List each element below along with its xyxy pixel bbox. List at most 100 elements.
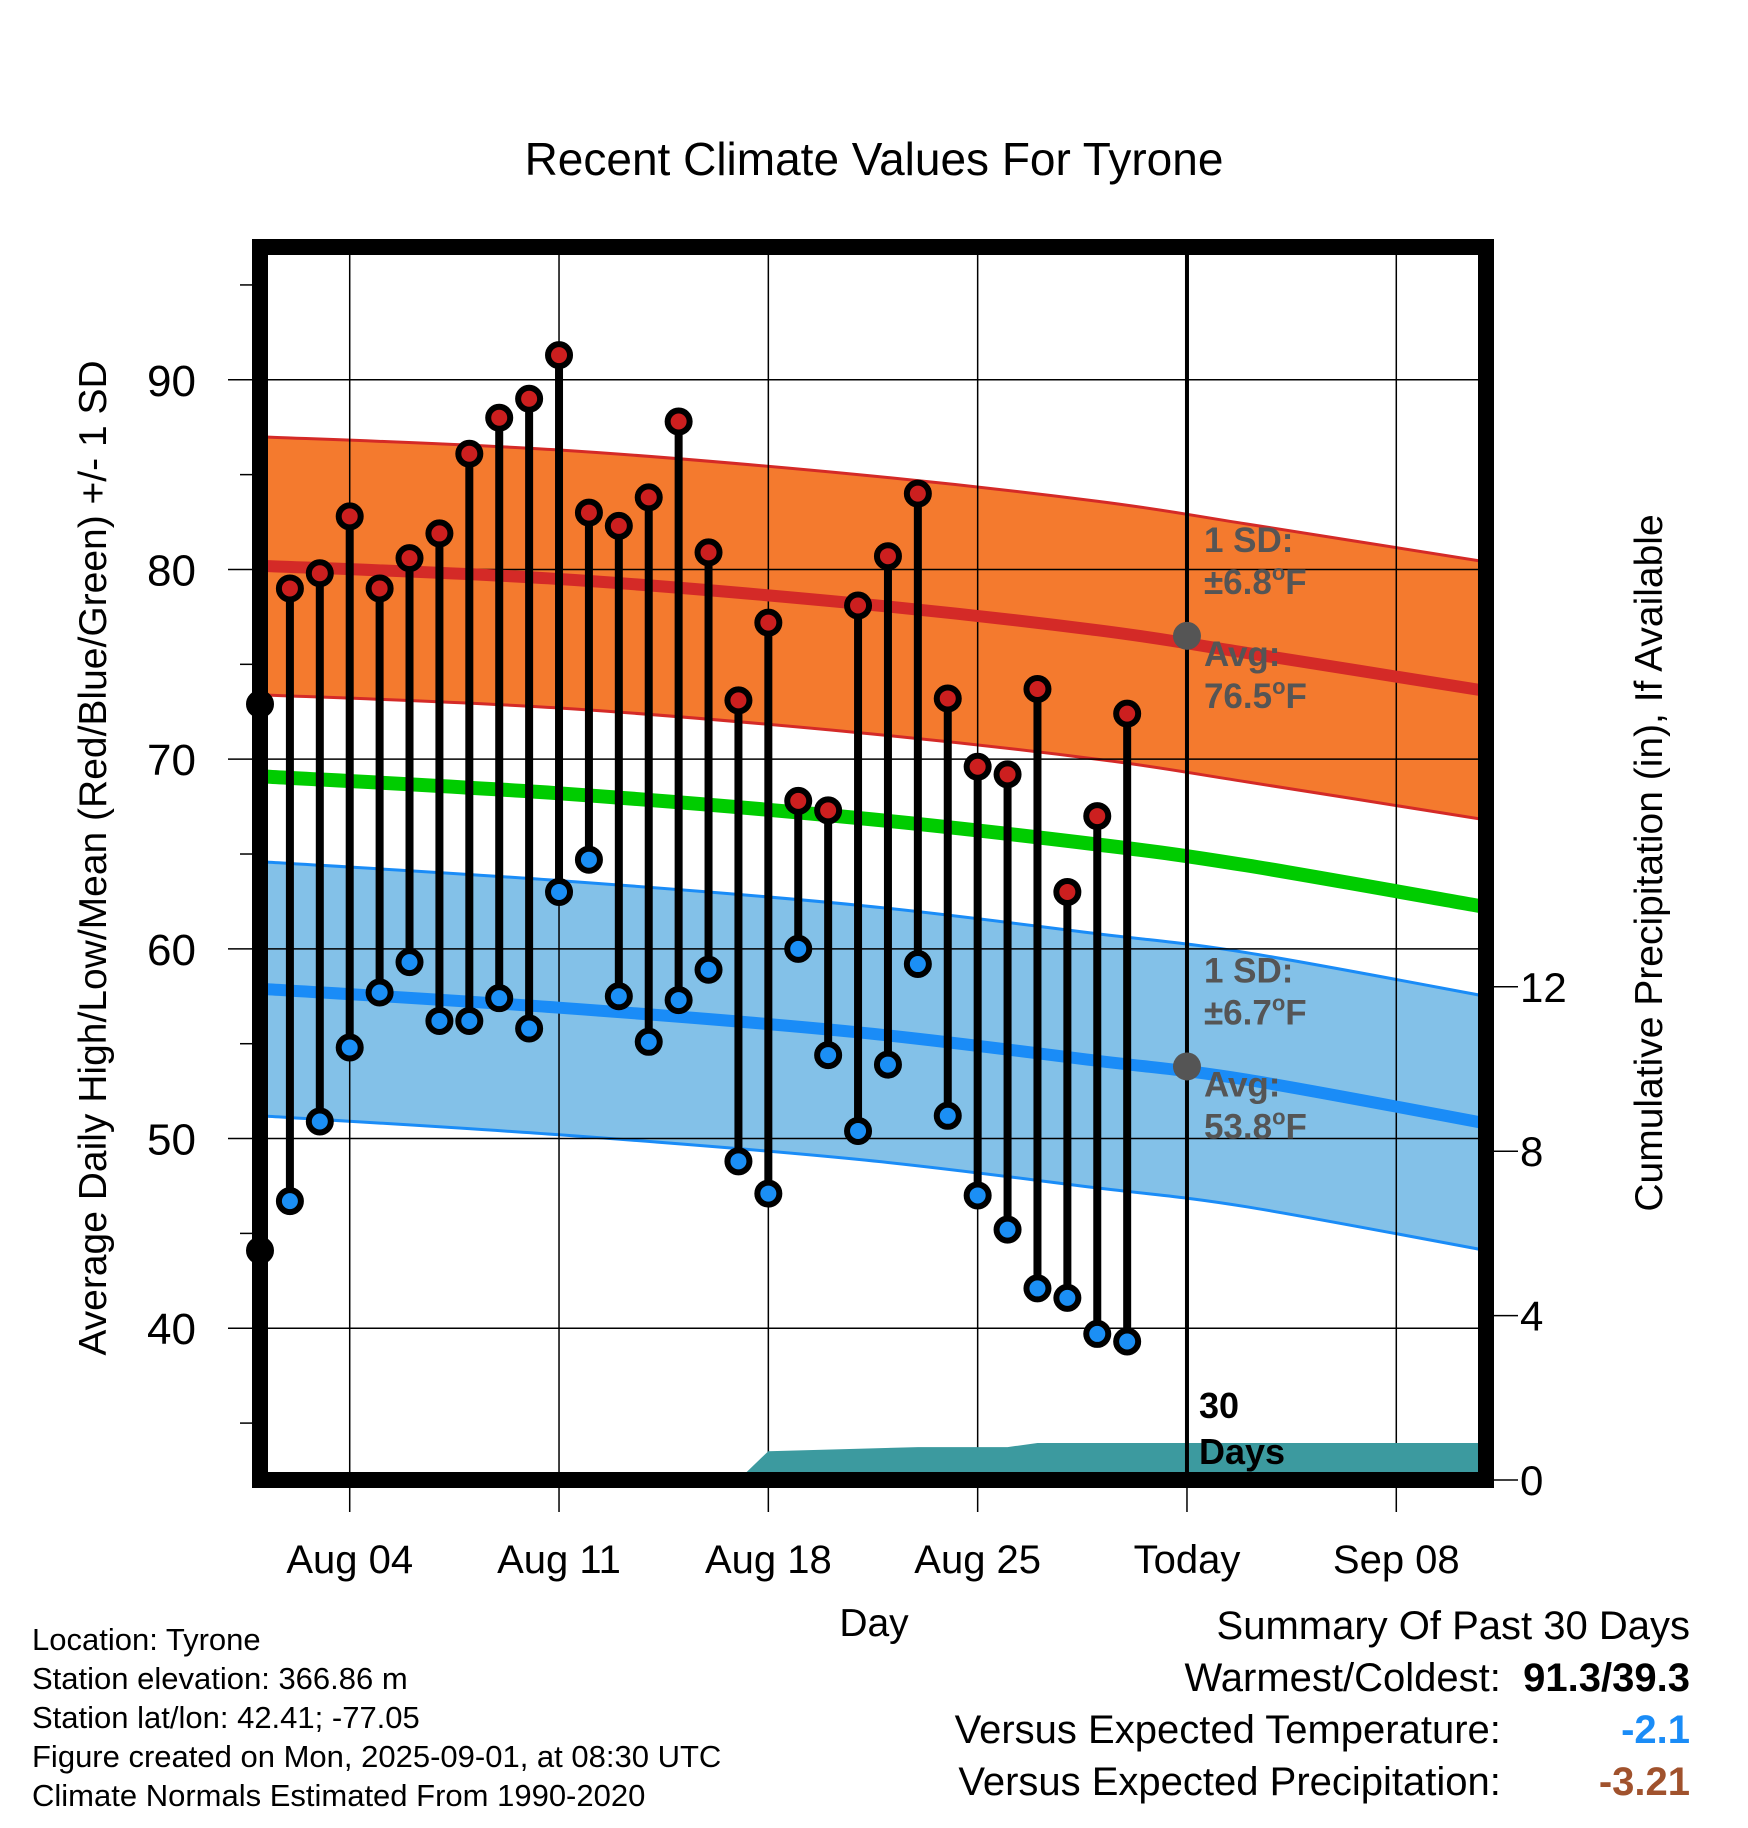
plot-inner xyxy=(260,247,1486,1480)
y2-axis-label: Cumulative Precipitation (in), If Availa… xyxy=(1628,514,1671,1211)
created-text: Figure created on Mon, 2025-09-01, at 08… xyxy=(32,1739,722,1774)
daily-low-point-11 xyxy=(545,877,574,906)
y-tick-label-60: 60 xyxy=(147,926,196,975)
daily-high-point-22 xyxy=(873,542,902,571)
elevation-text: Station elevation: 366.86 m xyxy=(32,1661,408,1696)
daily-high-point-6 xyxy=(395,544,424,573)
y-tick-label-80: 80 xyxy=(147,546,196,595)
temp-label: Versus Expected Temperature: xyxy=(954,1708,1501,1752)
daily-low-point-15 xyxy=(664,986,693,1015)
low-annotation-avg-label: Avg: xyxy=(1204,1065,1280,1104)
daily-high-point-24 xyxy=(933,684,962,713)
warm-cold-label: Warmest/Coldest: xyxy=(1184,1656,1501,1700)
daily-low-point-26 xyxy=(993,1215,1022,1244)
daily-low-point-18 xyxy=(754,1179,783,1208)
daily-high-point-11 xyxy=(545,341,574,370)
daily-high-point-28 xyxy=(1053,877,1082,906)
daily-low-point-2 xyxy=(275,1187,304,1216)
high-annotation-sd-label: 1 SD: xyxy=(1204,521,1293,560)
daily-high-point-17 xyxy=(724,686,753,715)
daily-low-point-7 xyxy=(425,1006,454,1035)
station-info: Location: Tyrone Station elevation: 366.… xyxy=(32,1620,721,1815)
daily-high-point-13 xyxy=(604,511,633,540)
summary-title: Summary Of Past 30 Days xyxy=(1216,1604,1690,1648)
daily-high-point-2 xyxy=(275,574,304,603)
daily-high-point-12 xyxy=(574,498,603,527)
daily-low-point-22 xyxy=(873,1050,902,1079)
normals-text: Climate Normals Estimated From 1990-2020 xyxy=(32,1778,646,1813)
normal-high-band-lower xyxy=(260,693,1486,822)
high-annotation-avg-dot xyxy=(1172,621,1201,650)
high-annotation-avg-value: 76.5oF xyxy=(1204,674,1307,716)
daily-high-point-25 xyxy=(963,752,992,781)
daily-low-point-5 xyxy=(365,978,394,1007)
normal-high-band-upper xyxy=(260,435,1486,564)
normal-high-band xyxy=(260,436,1486,820)
daily-low-point-3 xyxy=(305,1107,334,1136)
daily-high-point-3 xyxy=(305,559,334,588)
daily-high-point-15 xyxy=(664,407,693,436)
y2-tick-label-0: 0 xyxy=(1520,1457,1543,1504)
warm-cold-value: 91.3/39.3 xyxy=(1523,1656,1690,1700)
y-tick-label-50: 50 xyxy=(147,1116,196,1165)
daily-low-point-30 xyxy=(1113,1327,1142,1356)
daily-low-point-4 xyxy=(335,1033,364,1062)
x-tick-label-Sep-08: Sep 08 xyxy=(1333,1538,1460,1582)
daily-high-point-4 xyxy=(335,502,364,531)
plot-frame xyxy=(252,239,1494,1488)
x-tick-label-Aug-11: Aug 11 xyxy=(497,1538,621,1582)
daily-high-point-29 xyxy=(1083,802,1112,831)
x-axis-label: Day xyxy=(839,1602,909,1645)
x-tick-label-Today: Today xyxy=(1134,1538,1241,1582)
daily-high-point-23 xyxy=(903,479,932,508)
normal-mean-line xyxy=(260,769,1486,914)
high-annotation-avg-label: Avg: xyxy=(1204,635,1280,674)
summary-precip: Versus Expected Precipitation: -3.21 xyxy=(955,1756,1690,1808)
x-tick-label-Aug-25: Aug 25 xyxy=(914,1538,1041,1582)
latlon-text: Station lat/lon: 42.41; -77.05 xyxy=(32,1700,420,1735)
daily-low-point-28 xyxy=(1053,1283,1082,1312)
daily-low-point-8 xyxy=(455,1006,484,1035)
daily-low-point-6 xyxy=(395,948,424,977)
precip-value: -3.21 xyxy=(1598,1760,1690,1804)
y-tick-label-40: 40 xyxy=(147,1305,196,1354)
daily-low-point-17 xyxy=(724,1147,753,1176)
daily-low-point-13 xyxy=(604,982,633,1011)
daily-low-point-29 xyxy=(1083,1319,1112,1348)
chart-title: Recent Climate Values For Tyrone xyxy=(525,133,1224,185)
y-axis-label: Average Daily High/Low/Mean (Red/Blue/Gr… xyxy=(72,360,115,1355)
daily-high-point-26 xyxy=(993,760,1022,789)
normal-high-line xyxy=(260,559,1486,697)
y2-tick-label-8: 8 xyxy=(1520,1128,1543,1175)
precip-label: Versus Expected Precipitation: xyxy=(958,1760,1501,1804)
y2-tick-label-4: 4 xyxy=(1520,1293,1543,1340)
temp-value: -2.1 xyxy=(1621,1708,1690,1752)
precip-area xyxy=(738,1443,1486,1480)
normal-low-band-upper xyxy=(260,860,1486,998)
daily-low-point-14 xyxy=(634,1027,663,1056)
low-annotation-sd-value: ±6.7oF xyxy=(1204,990,1307,1032)
daily-low-point-19 xyxy=(784,934,813,963)
summary-temp: Versus Expected Temperature: -2.1 xyxy=(955,1704,1690,1756)
normal-low-band-lower xyxy=(260,1114,1486,1252)
low-annotation-avg-dot xyxy=(1172,1052,1201,1081)
today-label-number: 30 xyxy=(1199,1385,1239,1426)
low-annotation-sd-label: 1 SD: xyxy=(1204,951,1293,990)
daily-low-point-21 xyxy=(844,1116,873,1145)
y2-tick-label-12: 12 xyxy=(1520,964,1567,1011)
daily-high-point-5 xyxy=(365,574,394,603)
summary-panel: Summary Of Past 30 Days Warmest/Coldest:… xyxy=(955,1600,1690,1808)
daily-low-point-23 xyxy=(903,950,932,979)
daily-high-point-14 xyxy=(634,483,663,512)
daily-low-point-20 xyxy=(814,1041,843,1070)
x-tick-label-Aug-18: Aug 18 xyxy=(705,1538,832,1582)
daily-high-point-9 xyxy=(485,403,514,432)
location-text: Location: Tyrone xyxy=(32,1622,261,1657)
daily-high-point-18 xyxy=(754,608,783,637)
daily-low-point-25 xyxy=(963,1181,992,1210)
daily-high-point-21 xyxy=(844,591,873,620)
summary-warm-cold: Warmest/Coldest: 91.3/39.3 xyxy=(955,1652,1691,1704)
daily-high-point-20 xyxy=(814,796,843,825)
